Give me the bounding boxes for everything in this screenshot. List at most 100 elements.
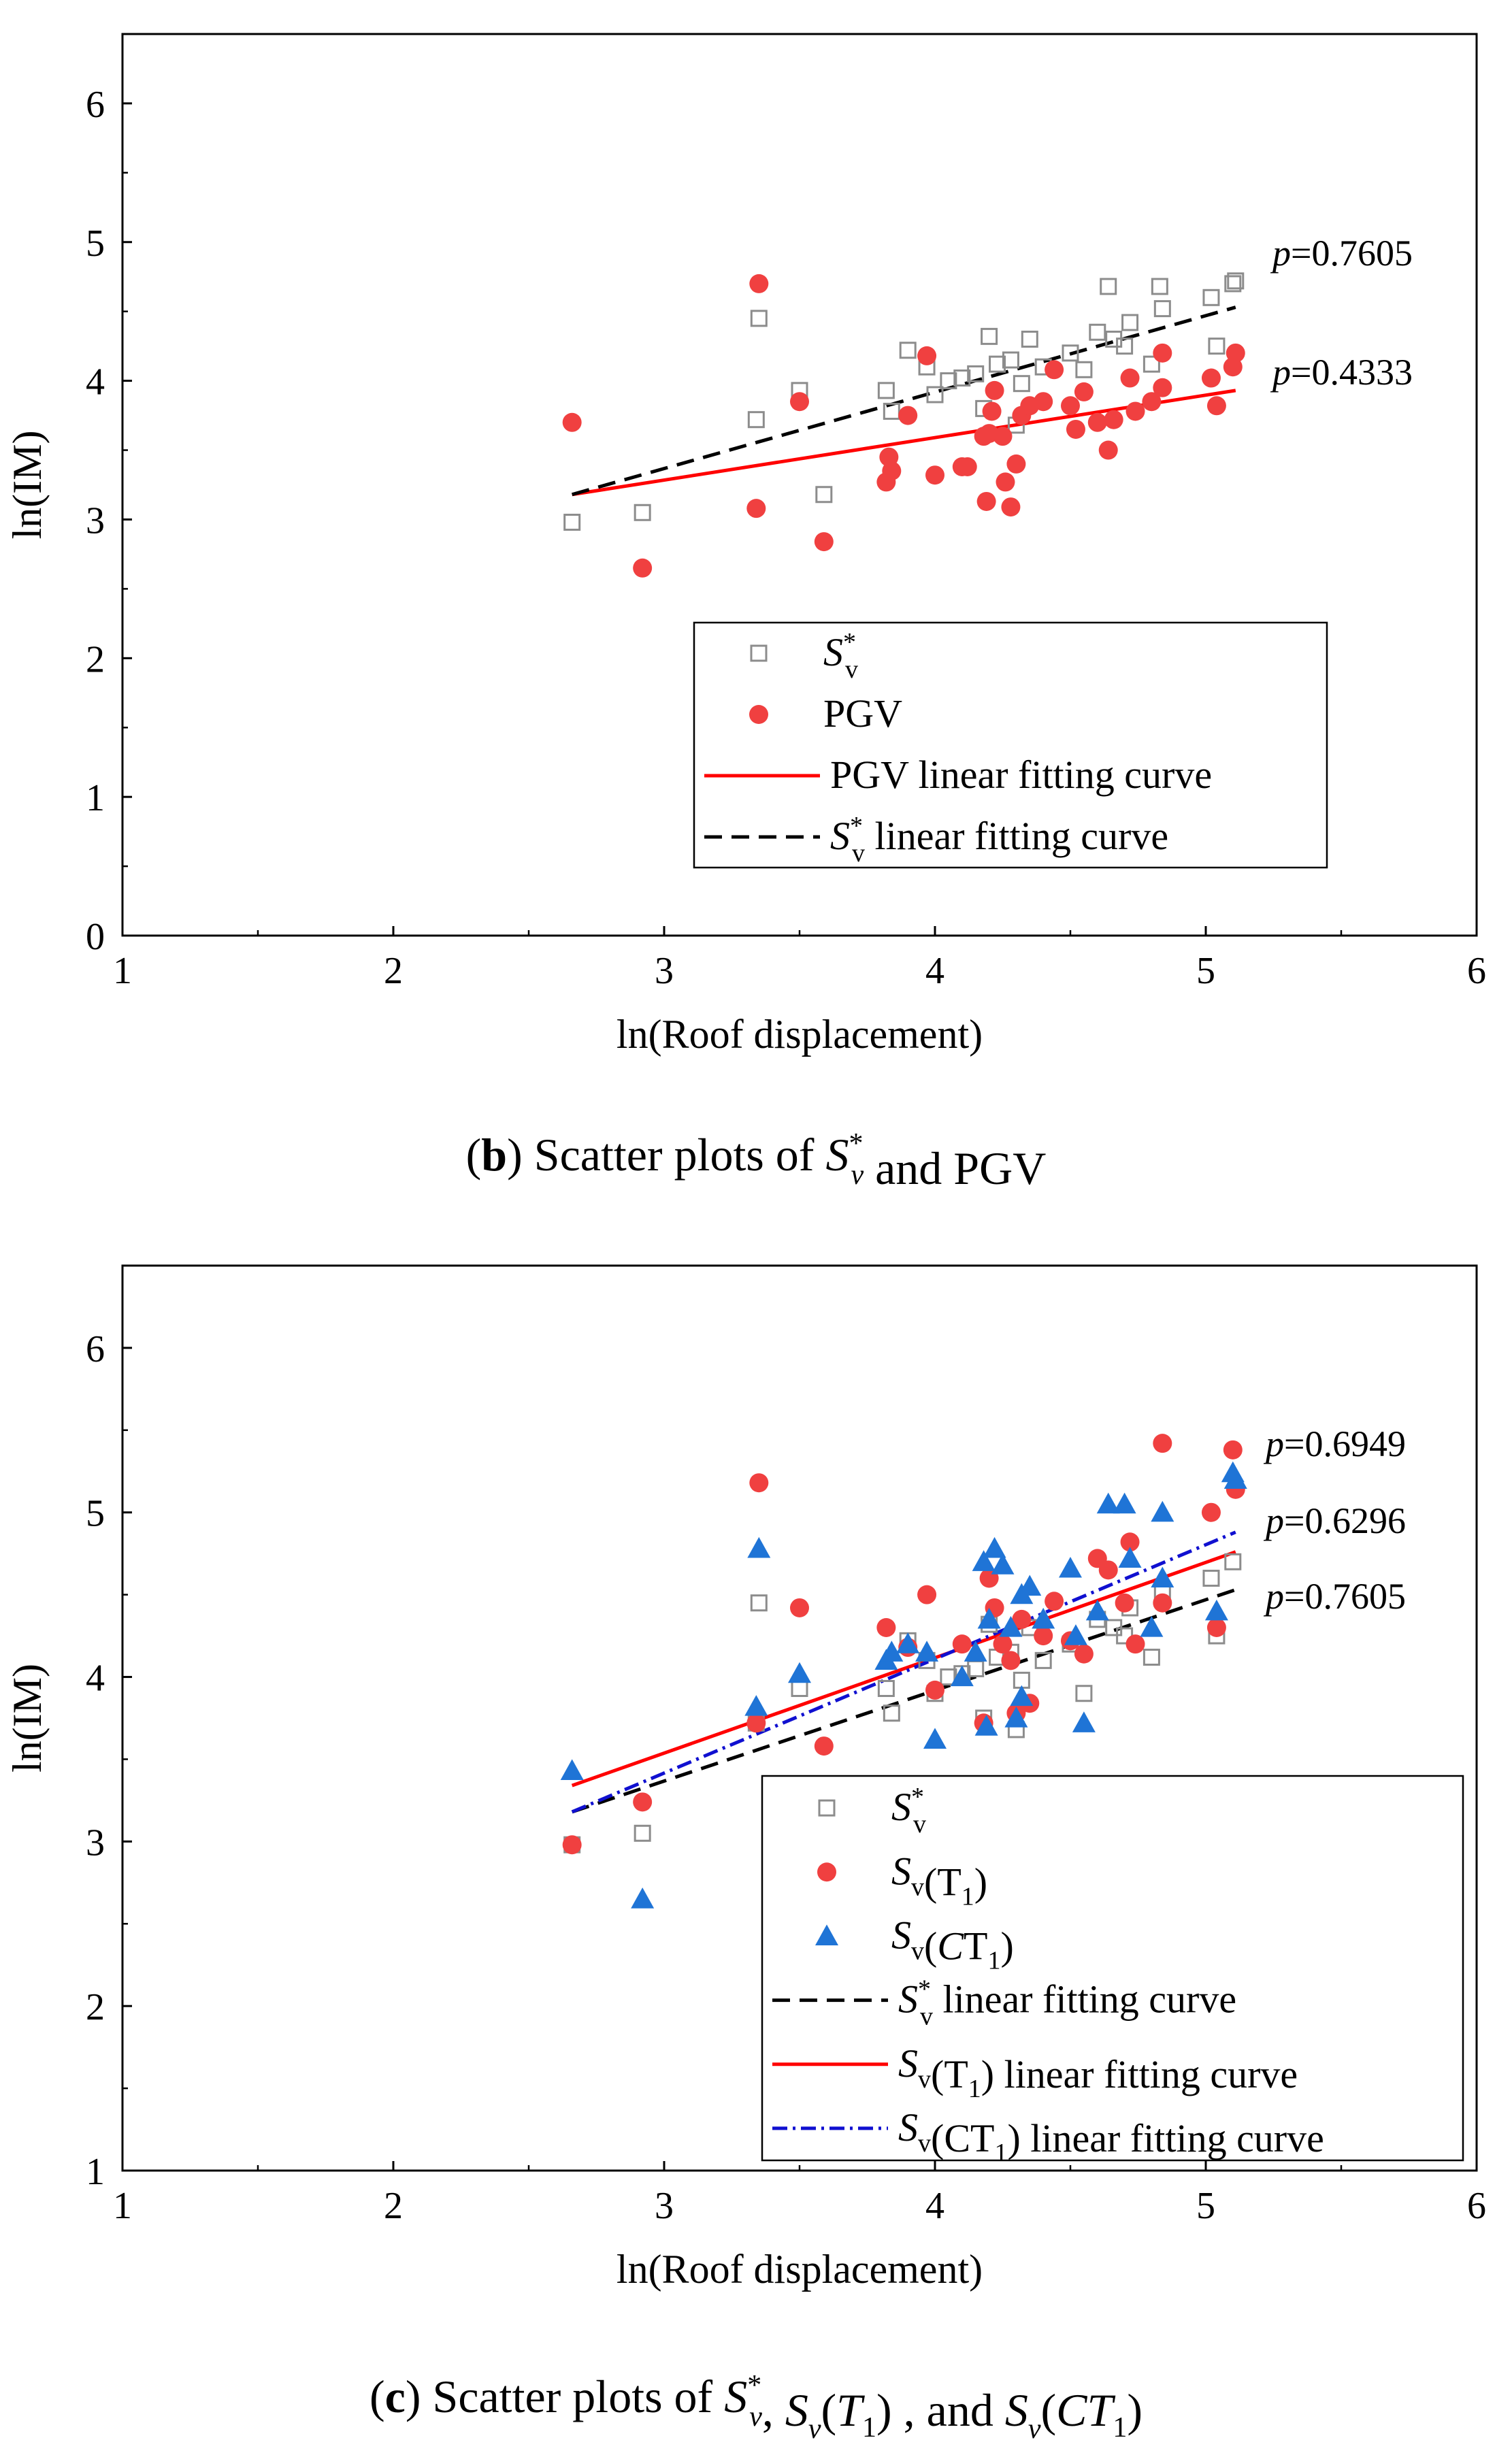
data-point — [1002, 351, 1019, 369]
correlation-annotation: p=0.6296 — [1263, 1500, 1406, 1541]
data-point — [1001, 497, 1021, 517]
data-point — [1226, 343, 1245, 363]
data-point — [790, 1598, 809, 1617]
data-point — [877, 1679, 895, 1697]
data-point — [917, 346, 937, 365]
data-point — [1202, 1569, 1220, 1587]
legend-entry: Sv(CT1) linear fitting curve — [772, 2105, 1324, 2167]
data-point — [1010, 1685, 1034, 1707]
data-point — [882, 461, 902, 481]
legend-entry: PGV — [749, 691, 902, 736]
legend-entry: PGV linear fitting curve — [704, 753, 1212, 797]
data-point — [940, 372, 957, 390]
data-point — [1204, 1599, 1228, 1621]
data-point — [1116, 337, 1134, 355]
data-point — [989, 355, 1006, 373]
x-tick-label: 6 — [1467, 2185, 1486, 2227]
data-point — [1018, 1575, 1042, 1596]
data-point — [634, 504, 651, 521]
data-point — [1206, 1618, 1226, 1637]
data-point — [814, 532, 834, 552]
legend-entry: S* v — [818, 1783, 926, 1839]
data-point — [883, 1704, 900, 1722]
y-tick-label: 5 — [86, 223, 105, 265]
data-point — [1120, 368, 1140, 388]
data-point — [993, 427, 1013, 446]
data-point — [982, 401, 1002, 421]
data-point — [750, 310, 768, 327]
data-point — [791, 1679, 808, 1697]
legend-label: S* v — [823, 628, 858, 684]
data-point — [1140, 1616, 1164, 1637]
legend-label: Sv(CT1) linear fitting curve — [898, 2105, 1324, 2167]
fit-line — [571, 1588, 1236, 1814]
data-point — [1098, 440, 1118, 460]
series-points — [562, 274, 1245, 578]
legend-label: Sv(T1) — [891, 1849, 987, 1911]
data-point — [976, 491, 996, 511]
data-point — [1089, 323, 1106, 341]
data-point — [999, 1616, 1023, 1637]
data-point — [1206, 396, 1226, 416]
data-point — [1224, 1553, 1242, 1570]
data-point — [896, 1632, 920, 1653]
x-tick-label: 2 — [384, 2185, 403, 2227]
y-tick-label: 2 — [86, 638, 105, 680]
data-point — [1201, 1502, 1221, 1522]
legend-label: S* v linear fitting curve — [898, 1975, 1236, 2031]
data-point — [815, 486, 833, 504]
data-point — [1075, 361, 1093, 378]
data-point — [1100, 278, 1117, 295]
data-point — [972, 1550, 996, 1571]
y-tick-label: 0 — [86, 916, 105, 958]
data-point — [747, 1536, 771, 1558]
fit-line — [572, 306, 1236, 497]
x-tick-label: 6 — [1467, 950, 1486, 992]
data-point — [562, 412, 582, 432]
legend-entry: S* v — [750, 628, 858, 684]
legend-entry: Sv(T1) — [817, 1849, 987, 1911]
x-tick-label: 1 — [113, 950, 132, 992]
data-point — [1151, 278, 1168, 295]
data-point — [1120, 1532, 1140, 1552]
data-point — [898, 406, 918, 425]
data-point — [1118, 1547, 1142, 1568]
data-point — [915, 1641, 939, 1662]
chart-panel-c: 1 2 3 4 5 6 1 2 3 4 5 6 ln(Roof displacement) ln(IM) p… — [5, 1264, 1486, 2445]
data-point — [957, 457, 977, 476]
legend-entry: S* v linear fitting curve — [772, 1975, 1236, 2031]
legend-label: Sv(CT1) — [891, 1913, 1014, 1975]
legend-box — [761, 1775, 1464, 2162]
data-point — [964, 1641, 987, 1662]
legend-box — [693, 621, 1328, 869]
data-point — [1032, 1607, 1055, 1629]
data-point — [749, 274, 769, 293]
data-point — [1045, 360, 1064, 380]
data-point — [1074, 1644, 1094, 1664]
fit-line — [571, 1550, 1236, 1787]
y-tick-label: 6 — [86, 84, 105, 126]
data-point — [562, 1835, 582, 1855]
data-point — [1074, 382, 1094, 401]
data-point — [560, 1759, 584, 1780]
data-point — [1115, 1593, 1134, 1613]
data-point — [1202, 289, 1220, 306]
data-point — [1151, 1566, 1174, 1588]
data-point — [950, 1665, 974, 1687]
data-point — [1142, 392, 1162, 412]
legend-entry: Sv(CT1) — [815, 1913, 1014, 1975]
data-point — [1021, 330, 1038, 348]
correlation-annotation: p=0.7605 — [1263, 1576, 1406, 1617]
correlation-annotation: p=0.7605 — [1270, 233, 1413, 274]
data-point — [563, 514, 581, 531]
data-point — [977, 1607, 1001, 1629]
data-point — [1098, 1560, 1118, 1580]
data-point — [926, 386, 944, 403]
data-point — [996, 472, 1015, 492]
data-point — [1006, 454, 1026, 474]
data-point — [1034, 1626, 1053, 1646]
y-tick-label: 3 — [86, 499, 105, 542]
data-point — [746, 499, 766, 518]
